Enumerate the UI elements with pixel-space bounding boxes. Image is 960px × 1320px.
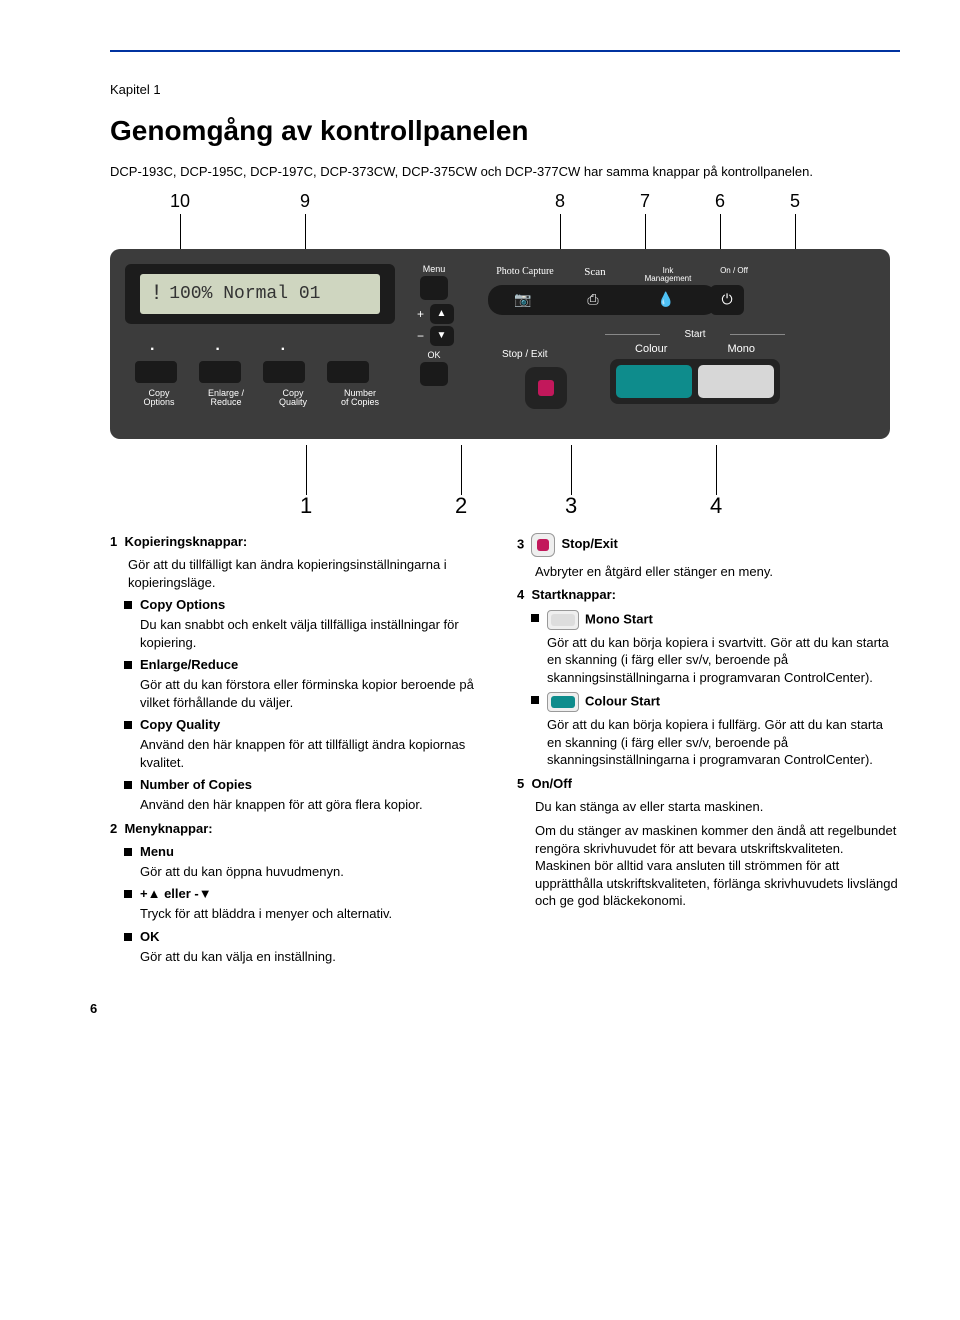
right-column: 3 Stop/Exit Avbryter en åtgärd eller stä…: [517, 533, 900, 972]
d1-intro: Gör att du tillfälligt kan ändra kopieri…: [128, 556, 493, 591]
menu-button[interactable]: [420, 276, 448, 300]
d4-1-h: Colour Start: [585, 694, 660, 709]
photo-capture-icon[interactable]: 📷: [488, 285, 558, 315]
page-title: Genomgång av kontrollpanelen: [110, 115, 900, 147]
colour-start-button[interactable]: [616, 365, 692, 398]
copy-buttons-row: [135, 361, 369, 383]
label-number-copies: Number of Copies: [329, 389, 391, 409]
label-enlarge-reduce: Enlarge / Reduce: [195, 389, 257, 409]
callout-3: 3: [565, 493, 577, 519]
intro-text: DCP-193C, DCP-195C, DCP-197C, DCP-373CW,…: [110, 163, 900, 181]
d2-0-t: Gör att du kan öppna huvudmenyn.: [140, 863, 493, 881]
d1-0-h: Copy Options: [140, 597, 225, 612]
enlarge-reduce-button[interactable]: [199, 361, 241, 383]
d5-t2: Om du stänger av maskinen kommer den änd…: [535, 822, 900, 910]
callout-2: 2: [455, 493, 467, 519]
callout-5: 5: [790, 191, 800, 250]
lcd-display: !100% Normal 01: [140, 274, 380, 314]
d2-1-t: Tryck för att bläddra i menyer och alter…: [140, 905, 493, 923]
mono-start-button[interactable]: [698, 365, 774, 398]
copy-labels-row: Copy Options Enlarge / Reduce Copy Quali…: [128, 389, 391, 409]
callout-7: 7: [640, 191, 650, 250]
callout-8: 8: [555, 191, 565, 250]
d4-0-t: Gör att du kan börja kopiera i svartvitt…: [547, 634, 900, 687]
top-rule: [110, 50, 900, 52]
callout-1: 1: [300, 493, 312, 519]
mono-start-icon: [547, 610, 579, 630]
description-columns: 1 Kopieringsknappar: Gör att du tillfäll…: [110, 533, 900, 972]
menu-label: Menu: [408, 264, 460, 274]
label-copy-quality: Copy Quality: [262, 389, 324, 409]
ok-label: OK: [408, 350, 460, 360]
control-panel-figure: 10 9 8 7 6 5 !100% Normal 01 ··· Copy Op…: [110, 191, 890, 471]
up-button[interactable]: ▲: [430, 304, 454, 324]
d1-3-t: Använd den här knappen för att göra fler…: [140, 796, 493, 814]
d1-head: Kopieringsknappar:: [124, 534, 247, 549]
d4-head: Startknappar:: [531, 587, 616, 602]
d2-head: Menyknappar:: [124, 821, 212, 836]
d3-head: Stop/Exit: [561, 536, 617, 551]
label-photo-capture: Photo Capture: [490, 267, 560, 285]
stop-exit-icon: [531, 533, 555, 557]
d4-1-t: Gör att du kan börja kopiera i fullfärg.…: [547, 716, 900, 769]
down-button[interactable]: ▼: [430, 326, 454, 346]
d1-2-t: Använd den här knappen för att tillfälli…: [140, 736, 493, 771]
colour-label: Colour: [635, 343, 667, 355]
start-block: Start Colour Mono: [605, 329, 785, 404]
copy-quality-button[interactable]: [263, 361, 305, 383]
stop-exit-label: Stop / Exit: [502, 349, 548, 360]
power-icon[interactable]: ⏻: [710, 285, 744, 315]
bottom-callouts: 1 2 3 4: [110, 479, 890, 519]
page-number: 6: [90, 1001, 900, 1016]
callout-4: 4: [710, 493, 722, 519]
label-copy-options: Copy Options: [128, 389, 190, 409]
label-scan: Scan: [560, 267, 630, 285]
label-onoff: On / Off: [706, 267, 762, 285]
d2-2-t: Gör att du kan välja en inställning.: [140, 948, 493, 966]
colour-start-icon: [547, 692, 579, 712]
start-label: Start: [605, 329, 785, 340]
d1-0-t: Du kan snabbt och enkelt välja tillfälli…: [140, 616, 493, 651]
scan-icon[interactable]: ⎙: [558, 285, 628, 315]
d3-text: Avbryter en åtgärd eller stänger en meny…: [535, 563, 900, 581]
mode-labels: Photo Capture Scan Ink Management On / O…: [490, 267, 762, 285]
label-ink: Ink Management: [630, 267, 706, 285]
d5-head: On/Off: [531, 776, 571, 791]
d4-0-h: Mono Start: [585, 611, 653, 626]
d5-t1: Du kan stänga av eller starta maskinen.: [535, 798, 900, 816]
stop-icon: [538, 380, 554, 396]
d1-1-h: Enlarge/Reduce: [140, 657, 238, 672]
callout-9: 9: [300, 191, 310, 250]
menu-block: Menu +▲ −▼ OK: [408, 264, 460, 390]
dots-row: ···: [150, 341, 286, 359]
chapter-label: Kapitel 1: [110, 82, 900, 97]
panel-body: !100% Normal 01 ··· Copy Options Enlarge…: [110, 249, 890, 439]
d1-3-h: Number of Copies: [140, 777, 252, 792]
plus-label: +: [415, 307, 427, 321]
number-copies-button[interactable]: [327, 361, 369, 383]
left-column: 1 Kopieringsknappar: Gör att du tillfäll…: [110, 533, 493, 972]
d2-0-h: Menu: [140, 844, 174, 859]
lcd-frame: !100% Normal 01: [125, 264, 395, 324]
mode-icons: 📷 ⎙ 💧 ⏻: [488, 285, 768, 315]
copy-options-button[interactable]: [135, 361, 177, 383]
stop-exit-button[interactable]: [525, 367, 567, 409]
ok-button[interactable]: [420, 362, 448, 386]
d1-1-t: Gör att du kan förstora eller förminska …: [140, 676, 493, 711]
d2-1-h: +▲ eller -▼: [140, 886, 212, 901]
start-buttons: [610, 359, 780, 404]
callout-10: 10: [170, 191, 190, 250]
minus-label: −: [415, 329, 427, 343]
d1-2-h: Copy Quality: [140, 717, 220, 732]
d2-2-h: OK: [140, 929, 160, 944]
mono-label: Mono: [727, 343, 755, 355]
callout-6: 6: [715, 191, 725, 250]
ink-icon[interactable]: 💧: [628, 285, 704, 315]
